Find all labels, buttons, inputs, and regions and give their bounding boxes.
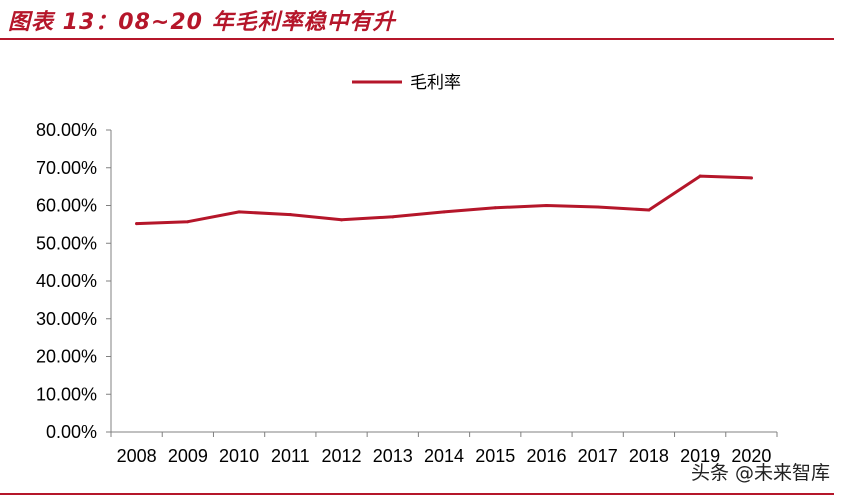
y-tick-label: 20.00% <box>36 347 97 367</box>
x-tick-label: 2012 <box>322 446 362 466</box>
x-tick-label: 2009 <box>168 446 208 466</box>
data-point <box>340 218 344 222</box>
chart-title: 图表 13：08~20 年毛利率稳中有升 <box>8 10 396 35</box>
y-tick-label: 30.00% <box>36 309 97 329</box>
data-point <box>288 213 292 217</box>
y-tick-label: 70.00% <box>36 158 97 178</box>
data-point <box>391 215 395 219</box>
x-tick-label: 2020 <box>731 446 771 466</box>
legend-label: 毛利率 <box>410 73 461 93</box>
data-point <box>544 204 548 207</box>
y-tick-label: 80.00% <box>36 120 97 140</box>
x-tick-label: 2013 <box>373 446 413 466</box>
title-divider <box>0 38 834 40</box>
series-line <box>135 174 753 226</box>
data-point <box>135 222 139 226</box>
y-tick-label: 60.00% <box>36 196 97 216</box>
x-tick-label: 2010 <box>219 446 259 466</box>
data-point <box>442 210 446 214</box>
x-tick-label: 2019 <box>680 446 720 466</box>
y-tick-label: 50.00% <box>36 233 97 253</box>
y-tick-label: 10.00% <box>36 384 97 404</box>
data-point <box>749 176 753 180</box>
data-point <box>647 208 651 212</box>
y-tick-label: 40.00% <box>36 271 97 291</box>
x-tick-label: 2008 <box>117 446 157 466</box>
data-point <box>186 220 190 224</box>
data-point <box>698 174 702 178</box>
y-tick-label: 0.00% <box>46 422 97 442</box>
x-tick-label: 2018 <box>629 446 669 466</box>
data-point <box>493 206 497 210</box>
x-tick-label: 2011 <box>271 446 310 466</box>
x-tick-label: 2017 <box>578 446 618 466</box>
x-tick-label: 2016 <box>526 446 566 466</box>
watermark-text: 头条 @未来智库 <box>690 462 830 484</box>
data-point <box>596 205 600 209</box>
x-tick-label: 2015 <box>475 446 515 466</box>
data-point <box>237 210 241 214</box>
x-tick-label: 2014 <box>424 446 464 466</box>
footer-divider <box>0 493 834 495</box>
